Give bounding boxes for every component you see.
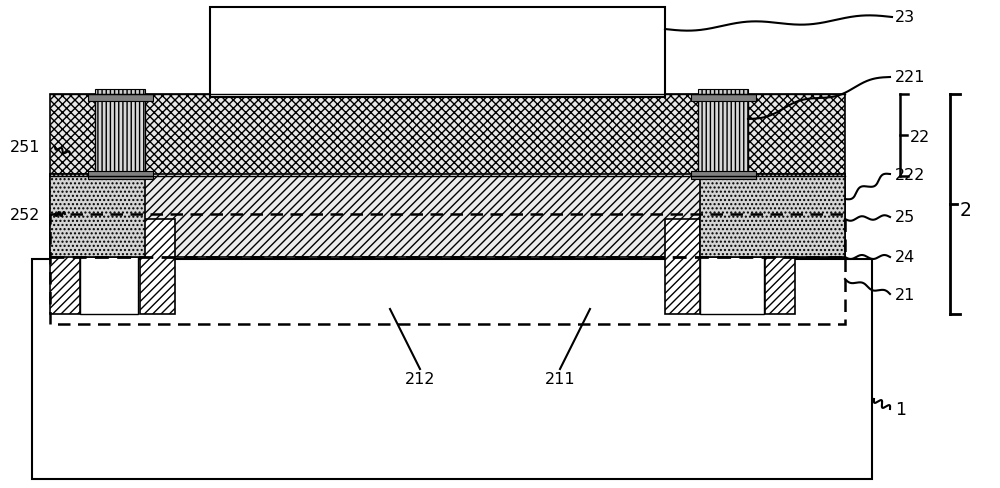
Text: 212: 212 <box>405 372 435 386</box>
Bar <box>80 220 138 314</box>
Bar <box>50 175 145 258</box>
Bar <box>765 220 795 314</box>
Text: 251: 251 <box>10 140 40 155</box>
Text: 211: 211 <box>545 372 575 386</box>
Text: 22: 22 <box>910 129 930 144</box>
Text: 2: 2 <box>960 200 972 219</box>
Bar <box>665 220 700 314</box>
Bar <box>50 95 845 177</box>
Bar <box>691 95 756 102</box>
Text: 222: 222 <box>895 167 925 182</box>
Bar <box>95 90 145 100</box>
Text: 221: 221 <box>895 70 926 85</box>
Bar <box>95 95 145 177</box>
Bar <box>698 95 748 177</box>
Text: 24: 24 <box>895 250 915 265</box>
Bar <box>140 220 175 314</box>
Bar <box>176 220 664 258</box>
Text: 23: 23 <box>895 10 915 25</box>
Bar <box>700 220 764 314</box>
Bar <box>32 260 872 479</box>
Text: 1: 1 <box>895 400 906 418</box>
Bar <box>698 90 748 100</box>
Bar <box>50 220 80 314</box>
Bar <box>700 175 845 258</box>
Text: 252: 252 <box>10 207 40 222</box>
Bar <box>88 172 153 180</box>
Bar <box>691 172 756 180</box>
Bar <box>88 95 153 102</box>
Text: 21: 21 <box>895 287 915 302</box>
Text: 25: 25 <box>895 210 915 225</box>
Bar <box>210 8 665 98</box>
Bar <box>50 175 845 258</box>
Bar <box>50 215 845 325</box>
